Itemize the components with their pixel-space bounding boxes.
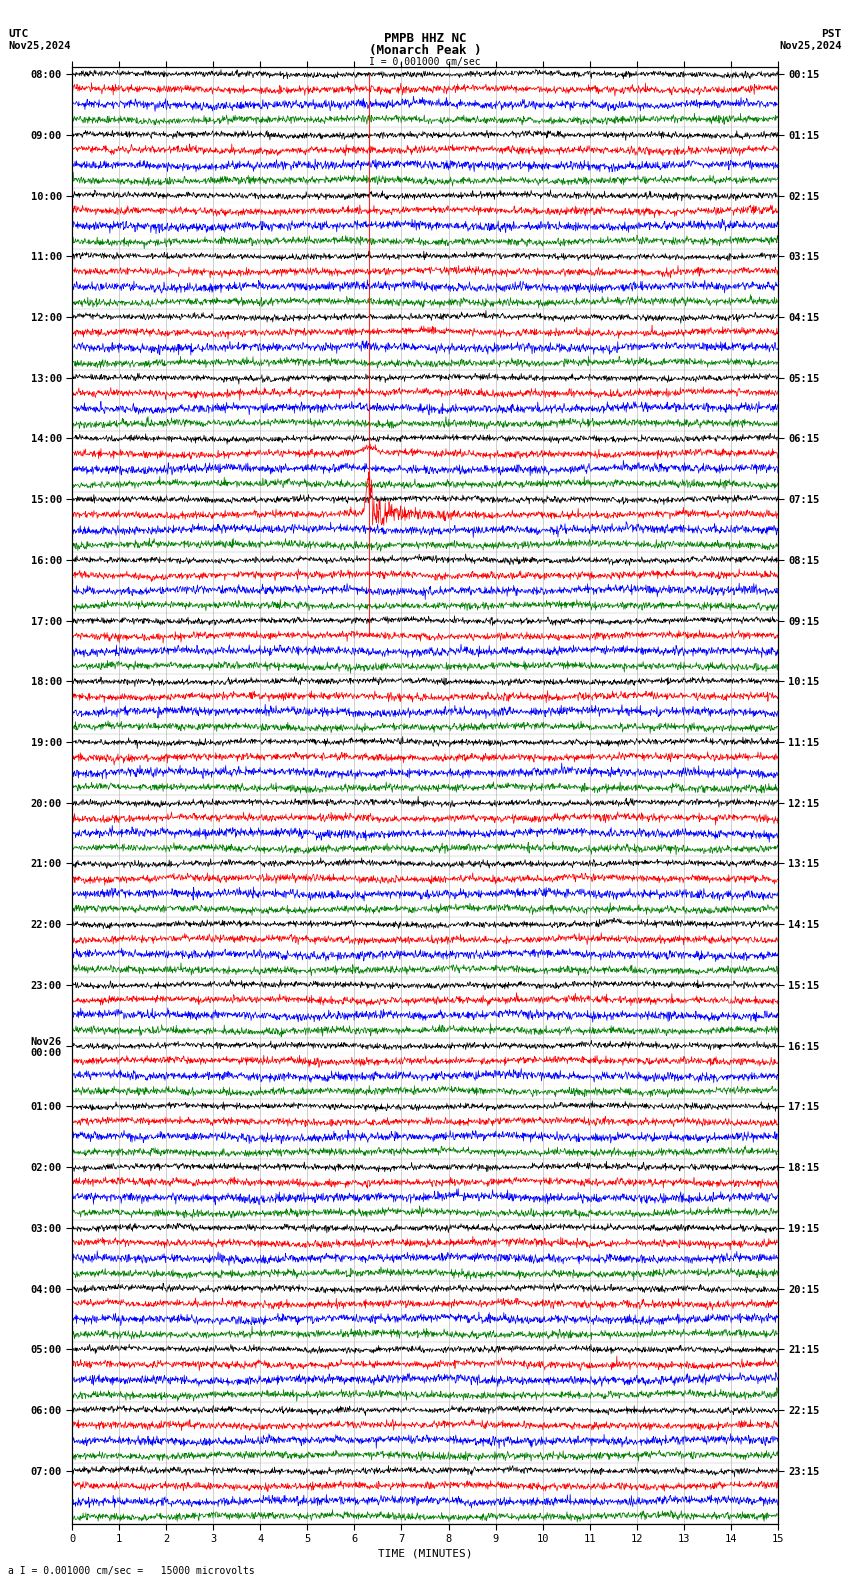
Text: UTC: UTC (8, 29, 29, 38)
Text: I = 0.001000 cm/sec: I = 0.001000 cm/sec (369, 57, 481, 67)
Text: PST: PST (821, 29, 842, 38)
X-axis label: TIME (MINUTES): TIME (MINUTES) (377, 1549, 473, 1559)
Text: PMPB HHZ NC: PMPB HHZ NC (383, 32, 467, 44)
Text: Nov25,2024: Nov25,2024 (8, 41, 71, 51)
Text: (Monarch Peak ): (Monarch Peak ) (369, 44, 481, 57)
Text: Nov25,2024: Nov25,2024 (779, 41, 842, 51)
Text: a I = 0.001000 cm/sec =   15000 microvolts: a I = 0.001000 cm/sec = 15000 microvolts (8, 1567, 255, 1576)
